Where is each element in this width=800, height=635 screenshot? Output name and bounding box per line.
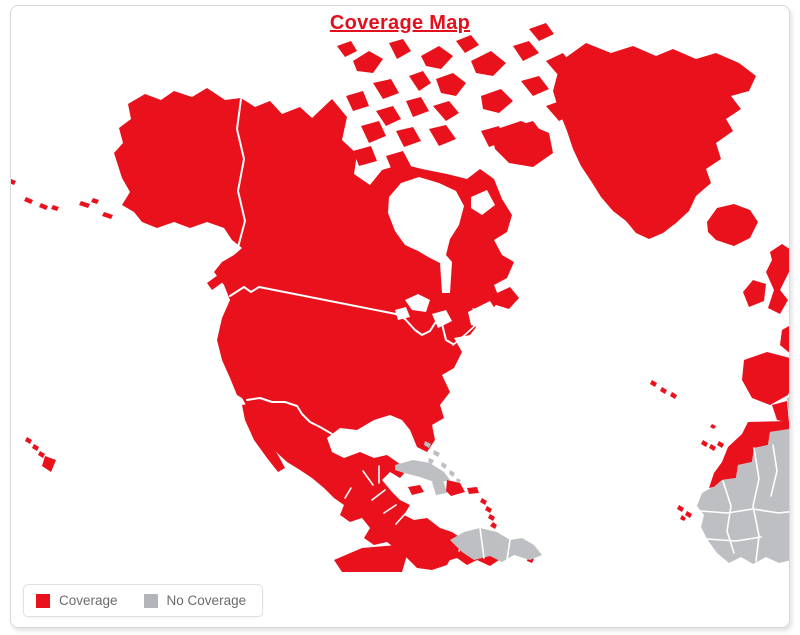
region-haiti [432, 480, 447, 495]
coverage-map [11, 23, 789, 572]
region-arctic-islands [337, 23, 576, 173]
region-colombia [400, 522, 454, 570]
legend-item-coverage: Coverage [36, 593, 118, 608]
region-vancouver-island [207, 275, 223, 290]
region-aleutian-islands [11, 179, 113, 219]
legend-item-no-coverage: No Coverage [143, 593, 247, 608]
region-ecuador-peru-edge [334, 545, 407, 572]
region-west-africa [697, 429, 789, 564]
region-greenland [553, 43, 756, 239]
region-cuba [395, 460, 450, 483]
region-dominican-republic [446, 480, 465, 496]
border-usa-mexico [246, 397, 333, 435]
region-madeira [710, 424, 716, 429]
borders-west-africa [700, 444, 789, 562]
page-title: Coverage Map [329, 12, 471, 34]
great-lakes [395, 294, 452, 328]
region-iceland [707, 204, 758, 246]
coverage-label: Coverage [59, 593, 118, 608]
coverage-swatch-icon [36, 593, 50, 608]
coverage-map-card: Coverage Map [10, 5, 790, 628]
no-coverage-swatch-icon [143, 593, 158, 608]
region-canary-islands [701, 440, 724, 451]
border-usa-canada [229, 286, 454, 345]
region-puerto-rico [467, 487, 479, 494]
region-newfoundland [495, 287, 519, 309]
region-cape-verde [677, 505, 692, 521]
region-azores [650, 380, 677, 399]
region-jamaica [408, 485, 424, 495]
border-alaska-canada [236, 98, 246, 252]
region-morocco [709, 421, 789, 488]
region-europe-no-coverage [787, 397, 789, 415]
hudson-bay [388, 177, 464, 293]
region-great-britain [766, 244, 789, 314]
region-bahamas [424, 441, 461, 483]
map-legend: Coverage No Coverage [23, 584, 264, 617]
gulf-of-st-lawrence [468, 301, 499, 330]
st-lawrence-river [452, 320, 481, 346]
region-venezuela-guyana [450, 528, 542, 562]
borders-south-america [479, 527, 511, 561]
region-hawaii [25, 437, 56, 472]
no-coverage-label: No Coverage [166, 593, 247, 608]
foxe-basin [471, 190, 495, 215]
region-ireland [743, 280, 766, 307]
region-western-europe [742, 326, 789, 423]
region-baja-california [242, 404, 285, 472]
